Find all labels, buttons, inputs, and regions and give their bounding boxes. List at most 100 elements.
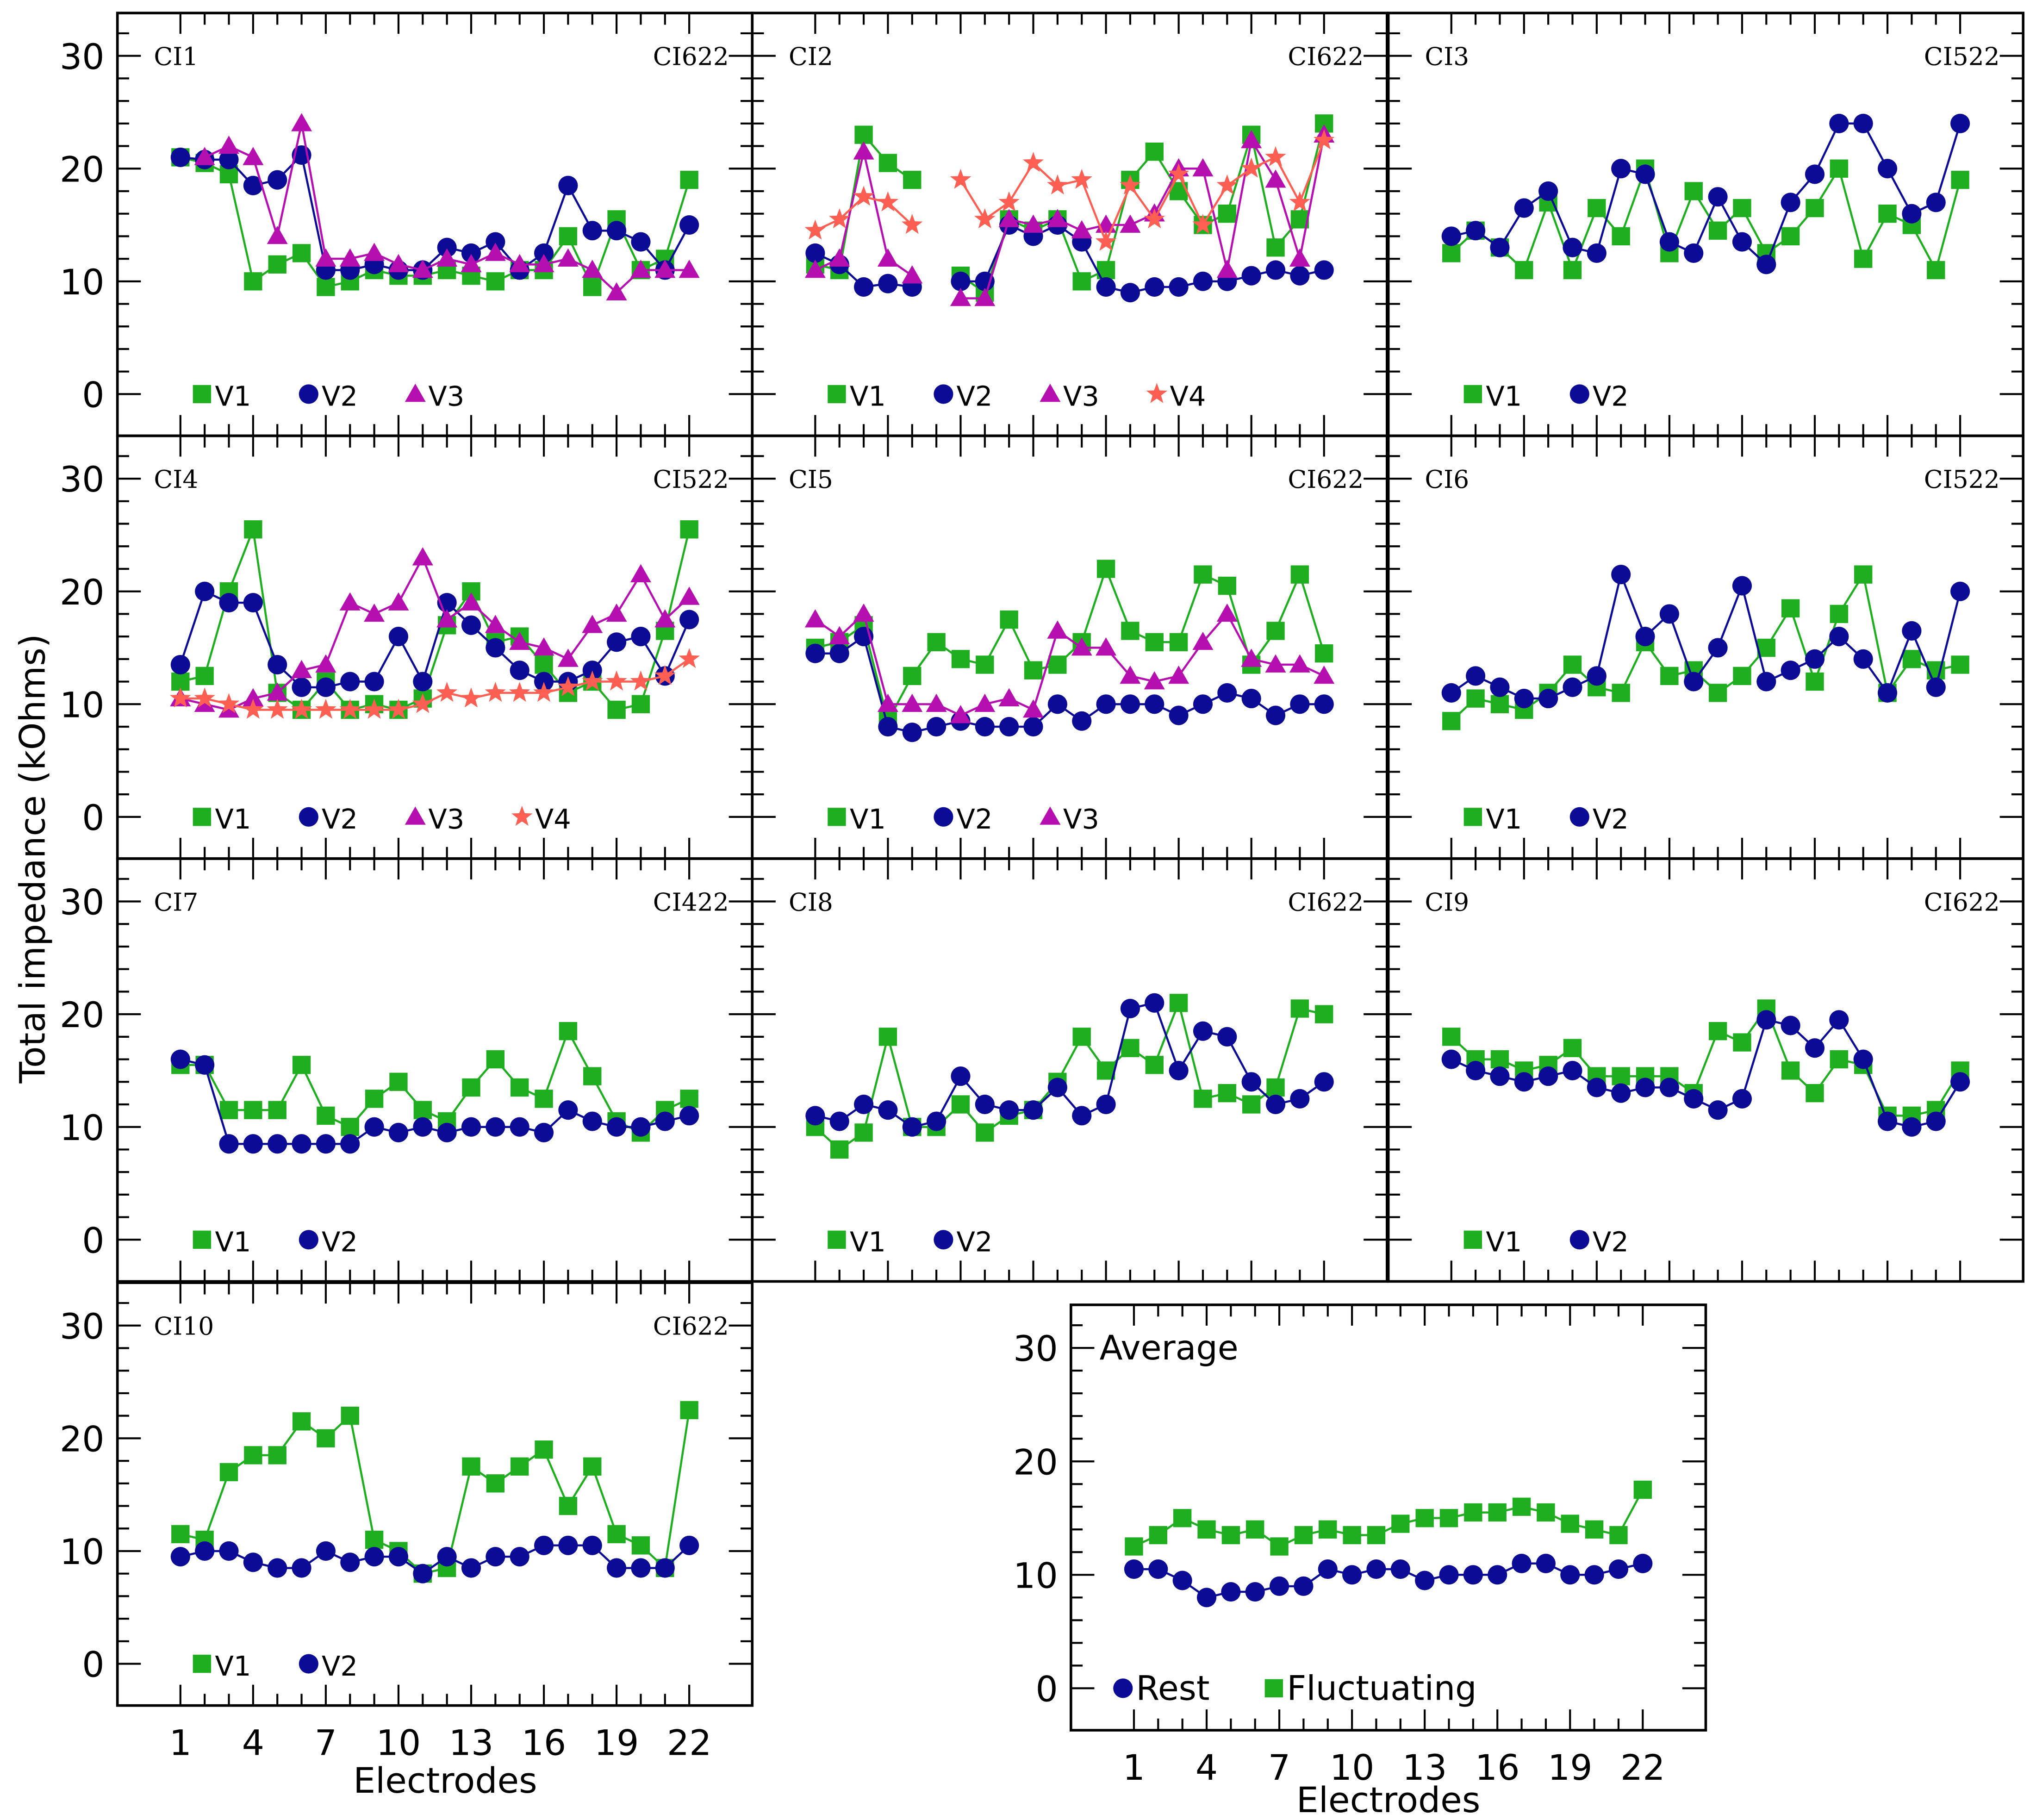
x-tick-label: 4 [1196,1747,1218,1788]
data-point [534,243,554,263]
series-v1 [1442,999,1969,1125]
data-point [853,603,874,622]
data-point [1538,1066,1558,1086]
legend-label-rest: Rest [1136,1669,1209,1708]
data-point [243,1134,263,1154]
series-line [960,123,1325,294]
data-point [655,1111,675,1131]
legend-marker-v2 [299,807,318,827]
legend-marker-v1 [193,1230,212,1249]
y-tick-label: 10 [60,1532,105,1572]
data-point [268,1101,286,1119]
x-tick-label: 13 [449,1722,494,1763]
data-point [1561,1515,1579,1533]
data-point [1145,143,1164,161]
data-point [1124,1559,1144,1579]
data-point [1536,1553,1556,1573]
data-point [388,254,409,273]
data-point [1585,1520,1604,1539]
data-point [854,125,873,144]
series-fluctuating [1125,1480,1652,1556]
data-point [1072,711,1092,731]
data-point [1216,259,1238,278]
data-point [461,254,482,273]
data-point [194,687,215,708]
data-point [1635,1078,1655,1097]
data-point [315,698,336,719]
legend-marker-v1 [1463,808,1482,826]
data-point [1781,661,1800,680]
data-point [268,1134,287,1154]
x-tick-label: 1 [169,1722,192,1763]
data-point [557,676,579,696]
data-point [558,1535,578,1555]
data-point [1144,208,1165,229]
data-point [219,1541,239,1561]
data-point [461,243,481,263]
data-point [317,1106,335,1125]
data-point [1192,631,1214,650]
data-point [509,682,530,702]
x-tick-label: 7 [1268,1747,1290,1788]
data-point [1047,620,1068,639]
legend-marker-v2 [1569,1230,1589,1250]
data-point [607,221,627,241]
data-point [1265,705,1286,725]
data-point [437,237,457,257]
data-point [1756,255,1776,274]
data-point [853,141,874,160]
data-point [1490,237,1510,257]
data-point [853,1094,874,1115]
legend-label-v1: V1 [1486,380,1522,412]
data-point [1000,610,1018,629]
data-point [1269,1576,1289,1596]
data-point [1877,683,1898,703]
data-point [902,723,922,742]
data-point [1854,565,1873,584]
data-point [218,693,240,713]
data-point [243,592,263,613]
series-line [959,140,1325,245]
data-point [1366,1559,1386,1579]
data-point [951,271,971,291]
data-point [195,1541,215,1561]
data-point [582,615,603,633]
y-tick-label: 10 [60,1108,105,1148]
data-point [1733,1033,1751,1052]
legend-marker-v1 [1463,385,1482,404]
data-point [999,1100,1019,1120]
data-point [1781,227,1800,246]
data-point [1442,244,1461,262]
data-point [413,1101,432,1119]
data-point [1266,1078,1285,1097]
y-tick-label: 30 [60,882,105,923]
panel-title: CI1 [154,42,198,71]
data-point [1853,1049,1873,1069]
data-point [975,271,995,291]
data-point [1659,604,1679,624]
data-point [1587,1078,1607,1097]
data-point [1071,220,1092,239]
data-point [436,609,458,628]
data-point [1733,199,1751,218]
data-point [557,648,579,667]
data-point [1806,672,1824,691]
data-point [1241,130,1262,149]
data-point [1708,1100,1728,1120]
data-point [1120,214,1141,233]
data-point [1221,1582,1241,1602]
legend-label-v1: V1 [215,803,251,835]
data-point [339,698,361,719]
data-point [1241,1072,1261,1092]
y-tick-label: 20 [60,1419,105,1459]
data-point [315,248,336,267]
panel-title: Average [1100,1328,1239,1368]
data-point [1927,261,1945,280]
data-point [631,627,651,647]
data-point [830,1140,849,1159]
data-point [1588,199,1606,218]
data-point [902,1117,922,1137]
y-tick-label: 0 [82,375,104,416]
x-tick-label: 7 [315,1722,337,1763]
data-point [975,1094,995,1115]
